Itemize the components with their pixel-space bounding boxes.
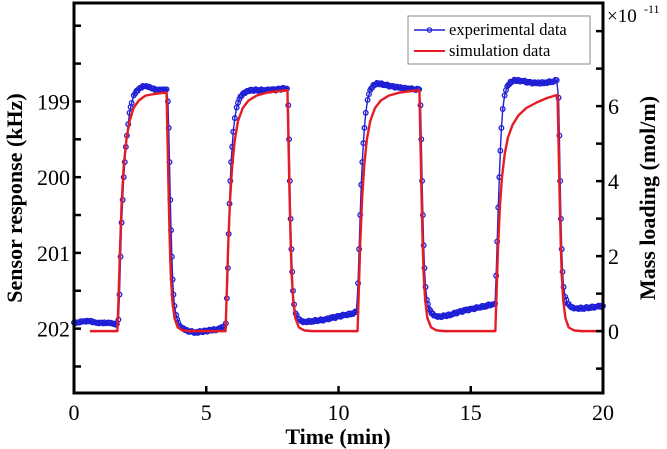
experimental-data-point — [497, 147, 504, 154]
y-tick-label: 201 — [37, 241, 70, 266]
legend-item-simulation: simulation data — [414, 41, 551, 60]
x-axis-title: Time (min) — [285, 424, 390, 449]
y-tick-label: 200 — [37, 165, 70, 190]
experimental-data-point — [552, 76, 559, 83]
multiplier-exponent: -11 — [644, 2, 660, 16]
experimental-data-point — [231, 115, 238, 122]
y2-tick-label: 4 — [608, 169, 619, 194]
experimental-data-point — [351, 309, 358, 316]
experimental-data-point — [235, 99, 241, 106]
y-tick-label: 202 — [37, 317, 70, 342]
experimental-data-point — [364, 96, 371, 103]
y2-tick-label: 2 — [608, 244, 619, 269]
experimental-data-point — [109, 320, 116, 327]
y-axis-right: 0 2 4 6 — [596, 29, 619, 370]
legend-item-experimental: experimental data — [414, 20, 567, 39]
experimental-data-point — [487, 302, 494, 309]
y-axis-right-multiplier: ×10 -11 — [607, 2, 660, 27]
x-tick-label: 10 — [328, 400, 350, 425]
legend-label-experimental: experimental data — [449, 20, 567, 39]
x-tick-label: 0 — [69, 400, 80, 425]
experimental-data-point — [547, 79, 554, 86]
multiplier-base: ×10 — [607, 6, 637, 27]
experimental-data-point — [502, 87, 509, 94]
experimental-data-point — [499, 106, 506, 112]
experimental-data-point — [365, 91, 372, 98]
y-axis-left-title: Sensor response (kHz) — [2, 93, 27, 302]
experimental-data-point — [362, 109, 369, 116]
experimental-data-point — [501, 92, 508, 99]
experimental-data-point — [458, 308, 465, 314]
legend-swatch-experimental-marker — [426, 27, 433, 33]
y-tick-label: 199 — [37, 89, 70, 114]
legend-label-simulation: simulation data — [449, 41, 551, 60]
y-axis-left: 199 200 201 202 — [37, 24, 81, 368]
experimental-data-point — [498, 125, 505, 131]
y-axis-right-title: Mass loading (mol/m) — [635, 96, 660, 300]
x-axis: 0 5 10 15 20 — [69, 386, 614, 425]
experimental-data-markers — [71, 76, 606, 337]
x-tick-label: 20 — [592, 400, 614, 425]
experimental-data-point — [361, 125, 368, 131]
simulation-data-line — [89, 89, 603, 333]
legend: experimental data simulation data — [407, 15, 591, 65]
experimental-data-point — [582, 305, 589, 311]
y2-tick-label: 6 — [608, 94, 619, 119]
y2-tick-label: 0 — [608, 319, 619, 344]
x-tick-label: 5 — [201, 400, 212, 425]
x-tick-label: 15 — [460, 400, 482, 425]
series-layer — [71, 76, 606, 337]
legend-box — [407, 15, 591, 65]
